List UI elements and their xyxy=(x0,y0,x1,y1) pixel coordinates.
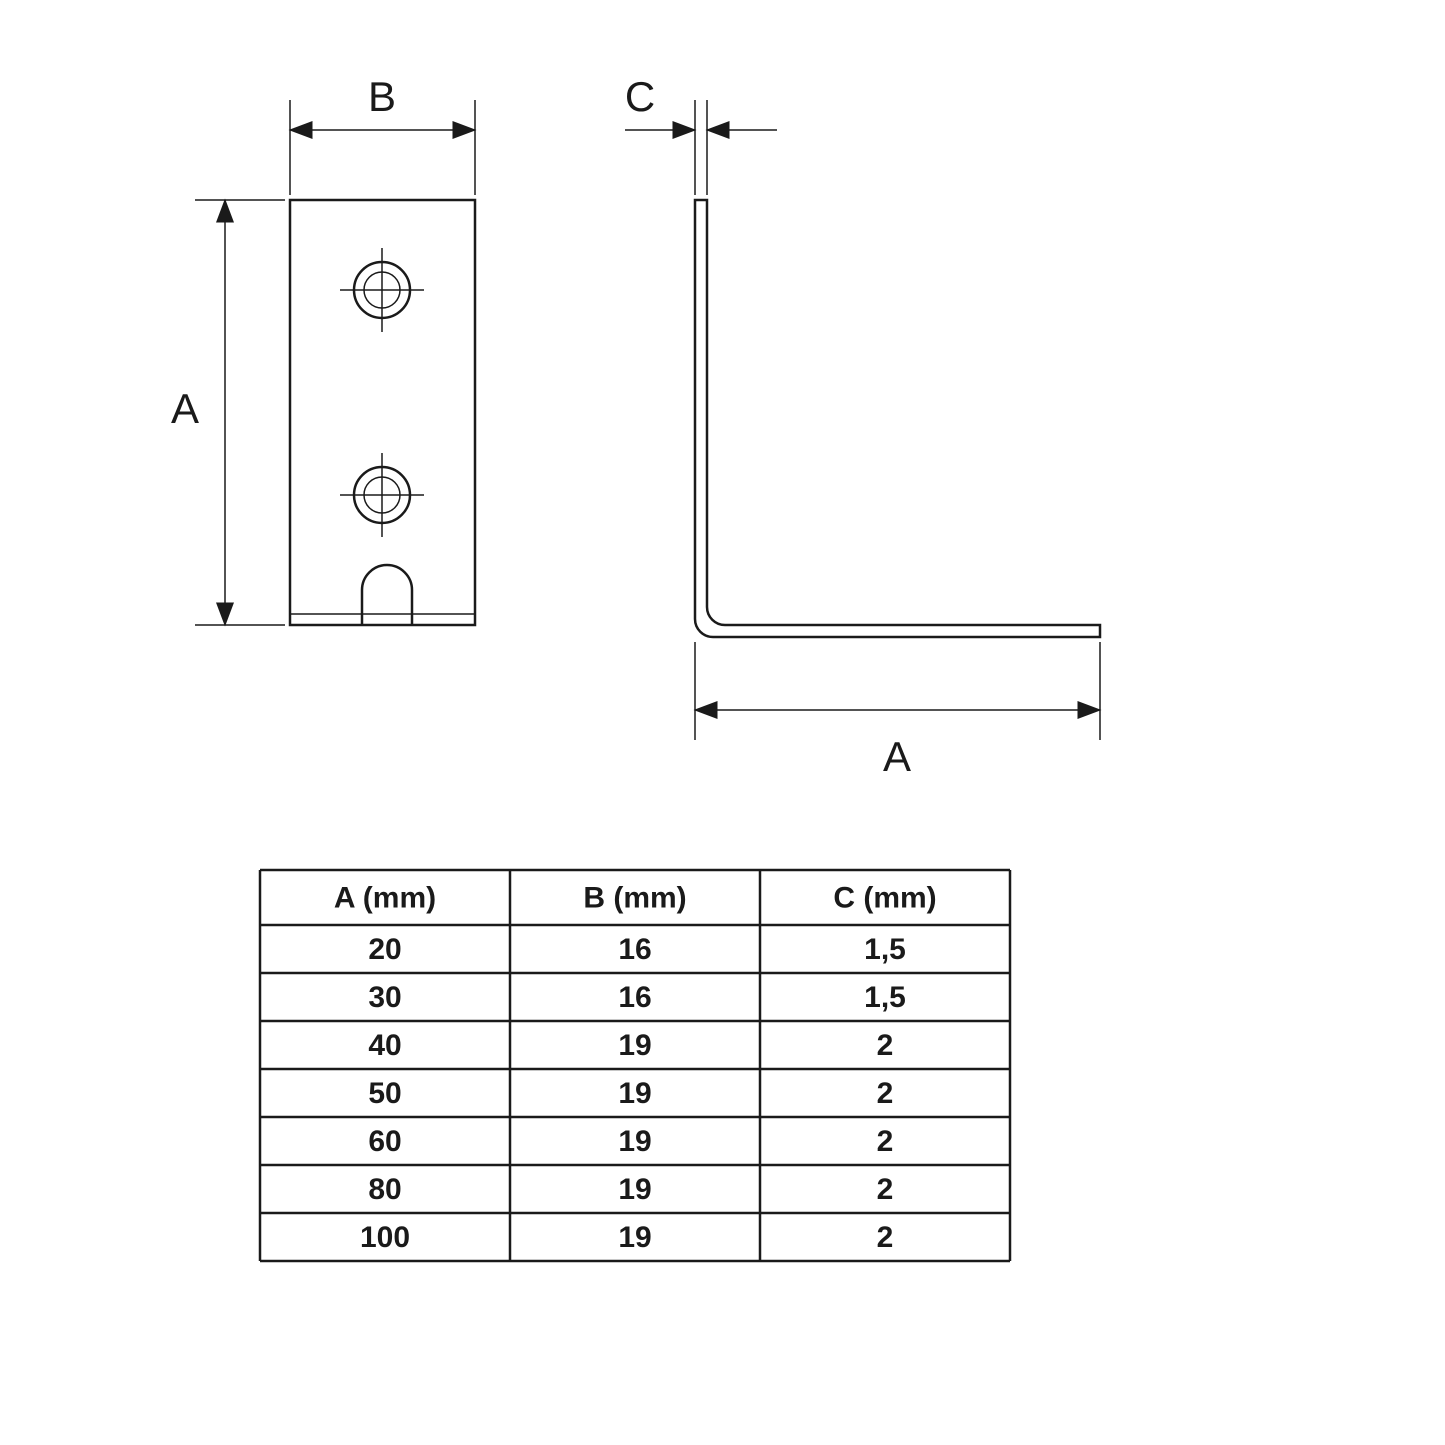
table-cell: 19 xyxy=(618,1221,651,1254)
table-cell: 16 xyxy=(618,981,651,1014)
table-cell: 100 xyxy=(360,1221,410,1254)
dim-label-c: C xyxy=(625,73,655,120)
table-cell: 60 xyxy=(368,1125,401,1158)
table-cell: 16 xyxy=(618,933,651,966)
dimension-b: B xyxy=(290,73,475,195)
table-cell: 20 xyxy=(368,933,401,966)
table-header: A (mm) xyxy=(334,881,436,914)
side-view xyxy=(695,200,1100,637)
dimension-c: C xyxy=(625,73,777,195)
dimension-a-bottom: A xyxy=(695,642,1100,780)
table-cell: 19 xyxy=(618,1077,651,1110)
table-cell: 1,5 xyxy=(864,933,906,966)
dim-label-a-bottom: A xyxy=(883,733,911,780)
hole-bottom xyxy=(340,453,424,537)
table-cell: 2 xyxy=(877,1077,894,1110)
table-cell: 19 xyxy=(618,1029,651,1062)
dim-label-a-left: A xyxy=(171,385,199,432)
table-cell: 19 xyxy=(618,1173,651,1206)
table-cell: 2 xyxy=(877,1173,894,1206)
table-header: C (mm) xyxy=(833,881,936,914)
bottom-slot xyxy=(362,565,412,625)
table-cell: 40 xyxy=(368,1029,401,1062)
table-cell: 80 xyxy=(368,1173,401,1206)
table-header: B (mm) xyxy=(583,881,686,914)
front-view xyxy=(290,200,475,625)
dimensions-table: A (mm) B (mm) C (mm) 20 16 1,5 30 16 1,5 40 19 2 50 1… xyxy=(260,870,1010,1261)
table-cell: 2 xyxy=(877,1125,894,1158)
table-cell: 1,5 xyxy=(864,981,906,1014)
table-cell: 2 xyxy=(877,1029,894,1062)
table-cell: 50 xyxy=(368,1077,401,1110)
table-cell: 19 xyxy=(618,1125,651,1158)
table-cell: 2 xyxy=(877,1221,894,1254)
dimension-a-left: A xyxy=(171,200,285,625)
hole-top xyxy=(340,248,424,332)
table-cell: 30 xyxy=(368,981,401,1014)
dim-label-b: B xyxy=(368,73,396,120)
